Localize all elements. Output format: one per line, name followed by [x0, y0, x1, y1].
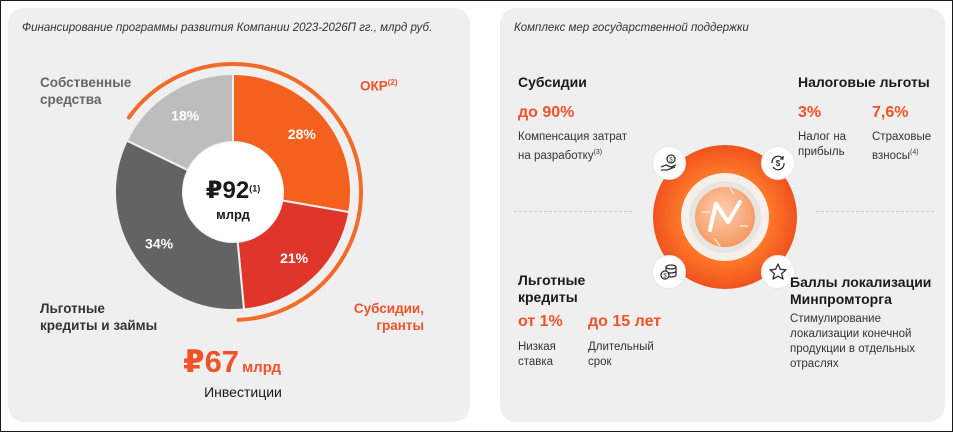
investment-amount: ₽67 млрд [183, 344, 313, 380]
donut-slice-label: 34% [145, 235, 174, 251]
donut-total-footnote: (1) [249, 183, 261, 194]
tax-insurance-value: 7,6% [872, 104, 909, 121]
credits-term-value: до 15 лет [588, 313, 662, 330]
financing-panel: Финансирование программы развития Компан… [8, 8, 470, 422]
credits-heading: Льготные кредиты [518, 272, 585, 306]
localization-desc-line2: локализации конечной [790, 328, 912, 340]
legend-okr-note: (2) [387, 78, 398, 87]
localization-desc-line1: Стимулирование [790, 313, 882, 325]
investment-value: ₽67 [183, 344, 240, 379]
donut-slice-label: 28% [288, 126, 317, 142]
legend-credits-line1: Льготные [40, 301, 105, 316]
legend-own-line1: Собственные [40, 75, 132, 90]
legend-subsidies-line1: Субсидии, [353, 301, 424, 316]
legend-own-funds: Собственные средства [40, 74, 131, 108]
tax-profit-line2: прибыль [798, 146, 845, 158]
investment-unit: млрд [242, 359, 281, 376]
credits-heading-line1: Льготные [518, 272, 586, 288]
legend-okr: ОКР(2) [360, 74, 398, 95]
donut-chart: 28% 21% 34% 18% [114, 62, 363, 322]
divider-right [816, 211, 934, 212]
svg-text:$: $ [663, 274, 667, 280]
tax-profit-value: 3% [798, 104, 822, 121]
svg-text:$: $ [669, 158, 673, 164]
credits-term-line1: Длительный [588, 341, 654, 353]
tax-heading: Налоговые льготы [798, 74, 930, 90]
legend-subsidies-line2: гранты [376, 318, 424, 333]
localization-heading: Баллы локализации Минпромторга [790, 274, 931, 308]
legend-own-line2: средства [40, 92, 102, 107]
divider-left [514, 211, 632, 212]
star-icon [761, 255, 795, 289]
credits-rate-line2: ставка [518, 356, 554, 368]
investment-label: Инвестиции [204, 384, 282, 400]
dollar-cycle-icon: $ [761, 146, 795, 180]
coin-stack-icon: $ [652, 255, 686, 289]
localization-desc: Стимулирование локализации конечной прод… [790, 312, 915, 372]
support-panel-title: Комплекс мер государственной поддержки [514, 22, 749, 34]
tax-insurance-line2: взносы [872, 149, 911, 162]
donut-total-value: ₽92 [205, 177, 250, 204]
tax-profit-desc: Налог на прибыль [798, 130, 846, 160]
credits-heading-line2: кредиты [518, 289, 578, 305]
donut-outer-arc [126, 62, 363, 322]
credits-rate-value: от 1% [518, 313, 563, 330]
credits-rate-line1: Низкая [518, 341, 556, 353]
subsidies-desc-line2: на разработку [518, 149, 594, 162]
chip-emblem [653, 145, 797, 289]
subsidies-desc: Компенсация затрат на разработку(3) [518, 130, 627, 164]
tax-profit-line1: Налог на [798, 131, 847, 143]
donut-total: ₽92(1) [183, 176, 283, 205]
localization-heading-line2: Минпромторга [790, 291, 892, 307]
subsidies-heading: Субсидии [518, 74, 587, 90]
localization-heading-line1: Баллы локализации [790, 274, 932, 290]
legend-subsidies: Субсидии, гранты [338, 300, 424, 334]
subsidies-desc-note: (3) [593, 149, 603, 156]
credits-term-line2: срок [588, 356, 612, 368]
svg-text:$: $ [776, 159, 781, 168]
legend-credits: Льготные кредиты и займы [40, 300, 157, 334]
tax-insurance-note: (4) [910, 149, 919, 156]
subsidies-value: до 90% [518, 104, 575, 121]
legend-okr-label: ОКР [360, 78, 388, 94]
donut-total-unit: млрд [216, 207, 250, 222]
tax-insurance-line1: Страховые [872, 131, 932, 143]
hand-coin-icon: $ [652, 146, 686, 180]
financing-panel-title: Финансирование программы развития Компан… [22, 22, 433, 34]
donut-center [183, 142, 283, 242]
credits-rate-desc: Низкая ставка [518, 340, 556, 370]
tax-insurance-desc: Страховые взносы(4) [872, 130, 931, 164]
localization-desc-line4: отраслях [790, 358, 839, 370]
localization-desc-line3: продукции в отдельных [790, 343, 916, 355]
support-panel: Комплекс мер государственной поддержки $… [500, 8, 945, 422]
credits-term-desc: Длительный срок [588, 340, 654, 370]
donut-slice-label: 18% [171, 108, 200, 124]
donut-slice-label: 21% [280, 250, 309, 266]
subsidies-desc-line1: Компенсация затрат [518, 131, 628, 143]
legend-credits-line2: кредиты и займы [40, 318, 158, 333]
